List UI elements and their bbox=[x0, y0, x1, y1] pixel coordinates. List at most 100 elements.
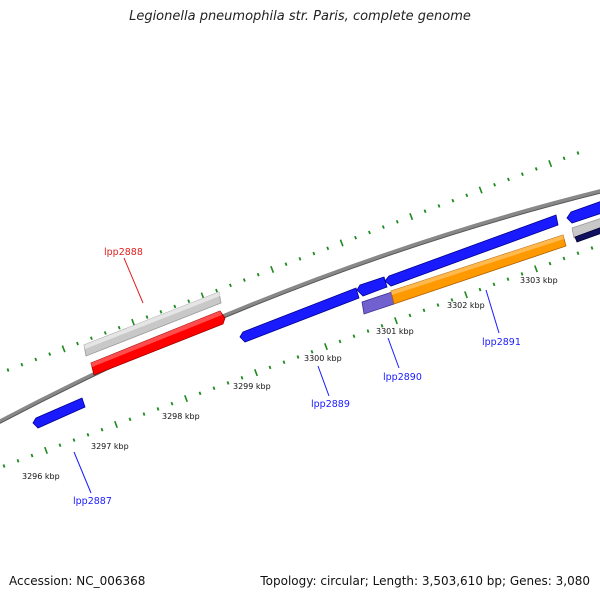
scale-tick bbox=[437, 204, 441, 208]
scale-tick bbox=[86, 433, 90, 437]
scale-tick bbox=[534, 265, 538, 273]
scale-tick bbox=[72, 438, 76, 442]
scale-tick bbox=[493, 182, 496, 187]
genome-summary-text: Topology: circular; Length: 3,503,610 bp… bbox=[260, 574, 590, 588]
scale-tick bbox=[562, 256, 566, 261]
scale-tick bbox=[324, 343, 328, 351]
scale-tick bbox=[103, 331, 107, 335]
scale-tick bbox=[145, 315, 149, 319]
kbp-label: 3301 kbp bbox=[376, 327, 414, 336]
scale-tick bbox=[128, 417, 132, 422]
scale-tick bbox=[394, 317, 398, 325]
accession-text: Accession: NC_006368 bbox=[9, 574, 146, 588]
scale-tick bbox=[366, 329, 370, 333]
scale-tick bbox=[380, 324, 384, 328]
scale-tick bbox=[450, 298, 454, 302]
scale-tick bbox=[131, 318, 136, 326]
features[interactable] bbox=[32, 201, 600, 429]
scale-tick bbox=[268, 365, 272, 370]
scale-tick bbox=[478, 287, 482, 292]
label-lpp2891: lpp2891 bbox=[482, 337, 521, 348]
scale-tick bbox=[312, 251, 316, 256]
scale-tick bbox=[492, 282, 496, 287]
gene-lpp2891[interactable] bbox=[384, 214, 559, 287]
scale-tick bbox=[44, 446, 48, 454]
scale-tick bbox=[198, 391, 202, 396]
scale-tick bbox=[76, 341, 79, 346]
gene-labels: lpp2888 lpp2887 lpp2889 lpp2890 lpp2891 bbox=[73, 247, 521, 507]
scale-tick bbox=[6, 368, 10, 372]
scale-tick bbox=[576, 151, 580, 155]
scale-tick bbox=[240, 375, 244, 380]
scale-tick bbox=[61, 345, 66, 353]
scale-tick bbox=[282, 360, 286, 365]
scale-tick bbox=[408, 313, 412, 318]
scale-tick bbox=[184, 394, 188, 403]
scale-tick bbox=[296, 355, 300, 359]
scale-tick bbox=[114, 420, 118, 429]
scale-tick bbox=[422, 308, 426, 313]
pseudo-feature-right[interactable] bbox=[571, 218, 600, 239]
scale-tick bbox=[381, 225, 385, 229]
scale-tick bbox=[534, 167, 538, 171]
kbp-label: 3299 kbp bbox=[233, 382, 271, 391]
scale-tick bbox=[339, 239, 344, 247]
scale-tick bbox=[156, 407, 160, 411]
scale-tick bbox=[100, 427, 104, 432]
scale-tick bbox=[478, 186, 483, 194]
scale-tick bbox=[576, 251, 580, 256]
gene-lpp2890[interactable] bbox=[356, 276, 388, 297]
kbp-labels: 3296 kbp 3297 kbp 3298 kbp 3299 kbp 3300… bbox=[22, 276, 558, 481]
scale-tick bbox=[58, 443, 62, 448]
scale-tick bbox=[20, 362, 24, 367]
scale-tick bbox=[338, 339, 342, 344]
scale-tick bbox=[270, 265, 275, 273]
tick-row-top bbox=[6, 151, 580, 372]
scale-tick bbox=[34, 357, 38, 362]
gene-lpp2887[interactable] bbox=[32, 397, 86, 429]
tick-row-bottom bbox=[2, 246, 594, 468]
label-lpp2890: lpp2890 bbox=[383, 372, 422, 383]
label-lpp2888: lpp2888 bbox=[104, 247, 143, 258]
scale-tick bbox=[90, 336, 93, 341]
scale-tick bbox=[368, 230, 371, 235]
scale-tick bbox=[520, 272, 524, 276]
scale-tick bbox=[159, 309, 163, 314]
scale-tick bbox=[506, 277, 510, 281]
scale-tick bbox=[173, 304, 177, 309]
scale-tick bbox=[326, 246, 330, 251]
map-title: Legionella pneumophila str. Paris, compl… bbox=[129, 9, 471, 24]
scale-tick bbox=[215, 288, 218, 293]
scale-tick bbox=[520, 172, 524, 176]
scale-tick bbox=[16, 458, 20, 463]
purple-feature[interactable] bbox=[361, 291, 395, 315]
scale-tick bbox=[451, 198, 455, 203]
gene-lpp2889[interactable] bbox=[239, 287, 360, 343]
gene-navy-right[interactable] bbox=[574, 227, 600, 243]
scale-tick bbox=[354, 235, 357, 240]
scale-tick bbox=[298, 257, 302, 261]
scale-tick bbox=[562, 156, 566, 161]
scale-tick bbox=[48, 352, 52, 356]
scale-tick bbox=[395, 219, 399, 224]
scale-tick bbox=[465, 193, 469, 198]
scale-tick bbox=[409, 212, 414, 221]
scale-tick bbox=[548, 160, 553, 168]
kbp-label: 3296 kbp bbox=[22, 472, 60, 481]
scale-tick bbox=[590, 246, 594, 250]
scale-tick bbox=[254, 369, 258, 377]
scale-tick bbox=[352, 334, 356, 339]
scale-tick bbox=[170, 401, 174, 406]
scale-tick bbox=[142, 412, 146, 416]
label-lpp2887: lpp2887 bbox=[73, 496, 112, 507]
scale-tick bbox=[229, 283, 232, 288]
gene-right-edge[interactable] bbox=[566, 201, 600, 224]
scale-tick bbox=[423, 209, 427, 214]
scale-tick bbox=[2, 464, 6, 468]
scale-tick bbox=[436, 303, 440, 307]
kbp-label: 3302 kbp bbox=[447, 301, 485, 310]
scale-tick bbox=[30, 453, 34, 458]
genome-backbone bbox=[0, 189, 600, 424]
kbp-label: 3300 kbp bbox=[304, 354, 342, 363]
